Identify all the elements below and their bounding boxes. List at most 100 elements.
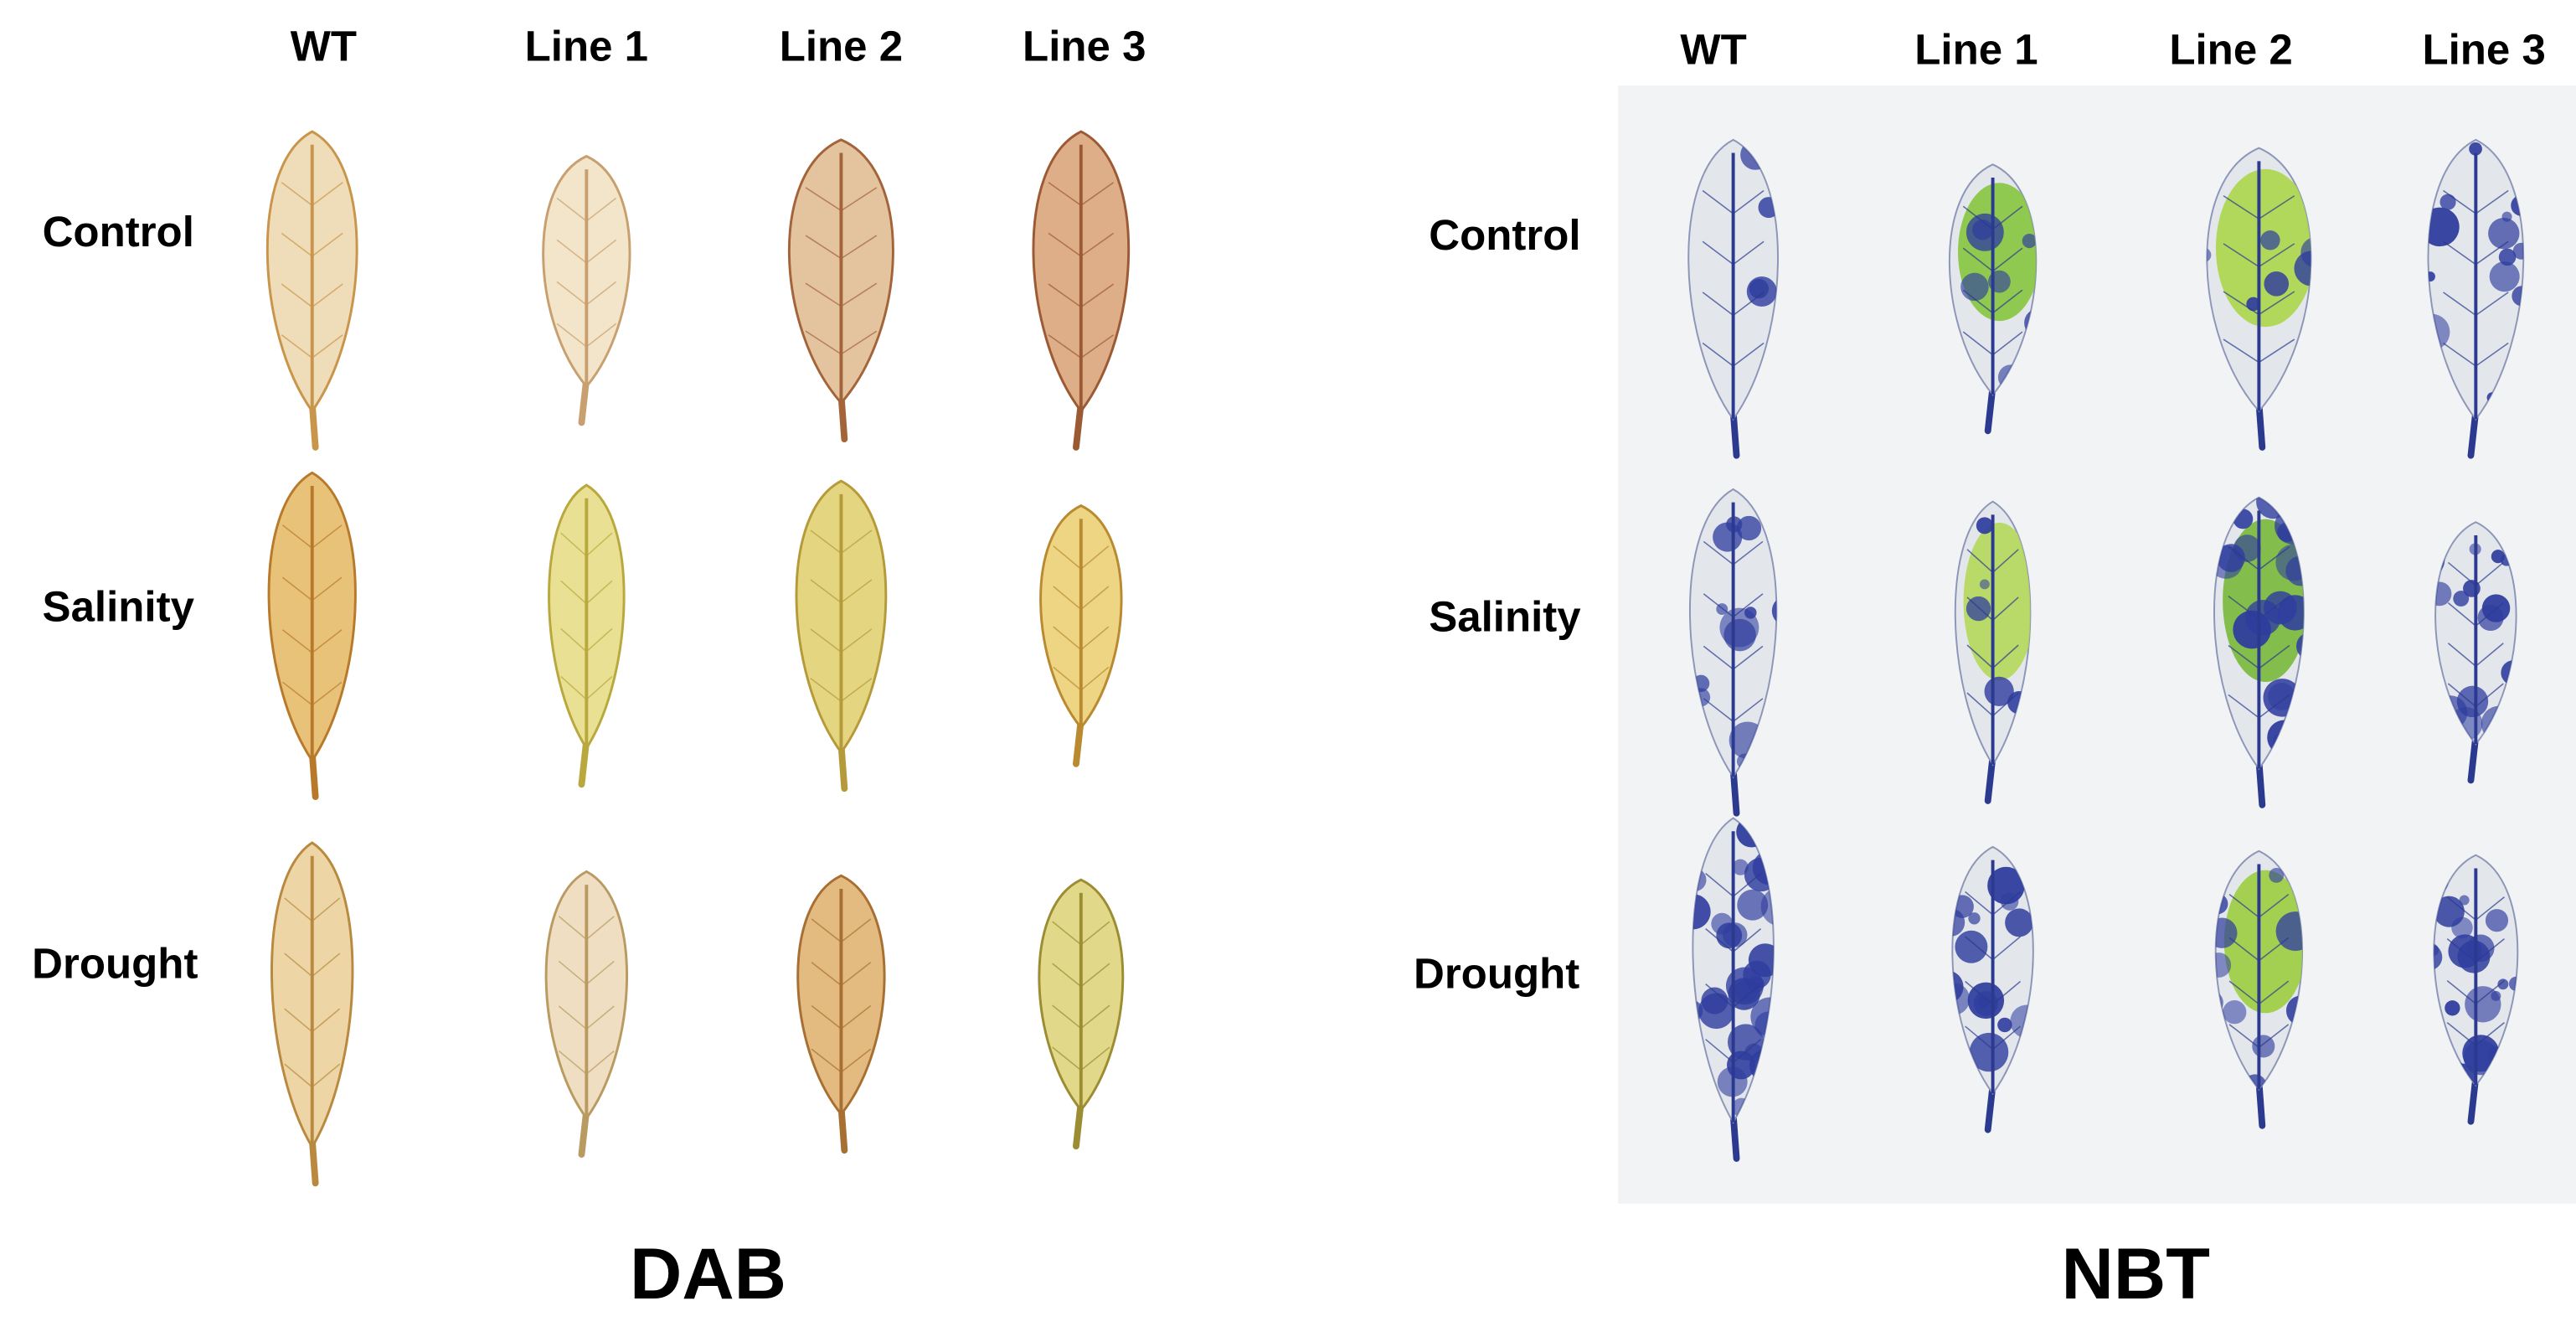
leaf-vein — [811, 918, 872, 943]
leaf-vein — [2223, 195, 2295, 219]
leaf — [2206, 147, 2312, 451]
leaf-vein — [2228, 546, 2290, 570]
blue-stain — [1979, 579, 1990, 590]
leaf-vein — [281, 283, 343, 308]
leaf-stain — [2207, 168, 2311, 386]
blue-stain — [2005, 908, 2033, 937]
blue-stain — [2489, 261, 2520, 292]
leaf-vein — [1703, 593, 1764, 617]
blue-stain — [2207, 247, 2212, 263]
leaf-vein — [560, 627, 613, 653]
leaf-vein — [2223, 243, 2295, 268]
column-label: Line 2 — [780, 22, 903, 70]
leaf-vein — [810, 678, 873, 702]
leaf-vein — [1705, 1039, 1762, 1063]
leaf — [270, 841, 354, 1187]
blue-stain — [2488, 217, 2520, 250]
leaf-vein — [1052, 1046, 1110, 1071]
leaf-vein — [2446, 980, 2505, 1004]
blue-stain — [2439, 194, 2456, 210]
leaf-vein — [2228, 937, 2290, 962]
leaf-vein — [1703, 698, 1764, 722]
leaf-vein — [2443, 189, 2509, 214]
leaf-vein — [1962, 205, 2023, 230]
leaf-vein — [1052, 963, 1110, 988]
leaf — [544, 870, 629, 1158]
blue-stain — [2269, 867, 2285, 883]
blue-stain — [2477, 604, 2504, 632]
leaf-vein — [1965, 1025, 2022, 1051]
row-label: Salinity — [43, 583, 195, 631]
leaf-vein — [281, 576, 343, 601]
blue-stain — [2469, 142, 2482, 156]
blue-stain — [2445, 1000, 2460, 1016]
leaf — [1954, 500, 2032, 804]
leaf — [796, 874, 886, 1154]
column-label: Line 3 — [2422, 25, 2545, 73]
blue-stain — [1977, 996, 1989, 1008]
leaf-vein — [1705, 984, 1762, 1008]
leaf-vein — [281, 182, 343, 206]
leaf-vein — [1048, 283, 1115, 308]
leaf-vein — [1962, 331, 2023, 356]
leaf-vein — [1966, 692, 2019, 717]
leaf-vein — [284, 1063, 341, 1088]
blue-stain — [2485, 909, 2509, 932]
leaf-vein — [811, 1004, 872, 1030]
blue-stain — [2215, 953, 2232, 978]
leaf-vein — [1053, 666, 1110, 691]
leaf-vein — [284, 953, 341, 978]
leaf — [1038, 878, 1125, 1150]
blue-stain — [2223, 1000, 2247, 1025]
blue-stain — [2300, 236, 2311, 268]
column-label: Line 2 — [2169, 25, 2292, 73]
blue-stain — [1727, 1024, 1765, 1061]
blue-stain — [2451, 916, 2473, 939]
leaf-vein — [1703, 540, 1764, 565]
leaf-vein — [284, 1008, 341, 1033]
leaf-vein — [1965, 936, 2022, 961]
leaf-vein — [2228, 980, 2290, 1005]
leaf-vein — [1048, 182, 1115, 206]
leaf-vein — [811, 1048, 872, 1073]
leaf-vein — [1702, 240, 1765, 266]
leaf — [787, 138, 894, 443]
leaf-vein — [558, 916, 615, 940]
labels: DAB WT Line 1 Line 2 Line 3 Control Salinity Dr… — [32, 22, 2546, 1314]
blue-stain — [2497, 978, 2509, 990]
leaf-vein — [1966, 596, 2019, 621]
leaf — [265, 130, 358, 451]
leaf-vein — [2446, 938, 2505, 963]
blue-stain — [2428, 271, 2435, 282]
column-label: Line 1 — [525, 22, 648, 70]
blue-stain — [2462, 1035, 2500, 1072]
leaf-vein — [1962, 289, 2023, 314]
leaf-vein — [1703, 645, 1764, 670]
leaf-vein — [1965, 891, 2022, 916]
leaf-vein — [1962, 247, 2023, 272]
leaf-vein — [281, 334, 343, 359]
leaf-vein — [556, 281, 617, 306]
blue-stain — [1968, 912, 1981, 925]
blue-stain — [1969, 1032, 2009, 1072]
leaf-vein — [1705, 928, 1762, 953]
leaf-vein — [560, 580, 613, 605]
leaf-vein — [805, 187, 878, 212]
leaf-vein — [281, 232, 343, 257]
blue-stain — [1737, 889, 1769, 921]
row-label: Control — [43, 208, 194, 256]
leaf-vein — [284, 897, 341, 922]
row-label: Drought — [32, 940, 198, 988]
blue-stain — [2512, 242, 2524, 260]
leaf-vein — [2446, 896, 2505, 921]
blue-stain — [1952, 908, 1965, 937]
leaf-vein — [2228, 694, 2290, 719]
leaf-vein — [2447, 643, 2504, 667]
blue-stain — [2217, 544, 2245, 572]
blue-stain — [2264, 271, 2290, 297]
leaves — [265, 130, 2525, 1187]
leaf-vein — [560, 675, 613, 700]
blue-stain — [1960, 272, 1989, 302]
blue-stain — [1955, 930, 1988, 963]
